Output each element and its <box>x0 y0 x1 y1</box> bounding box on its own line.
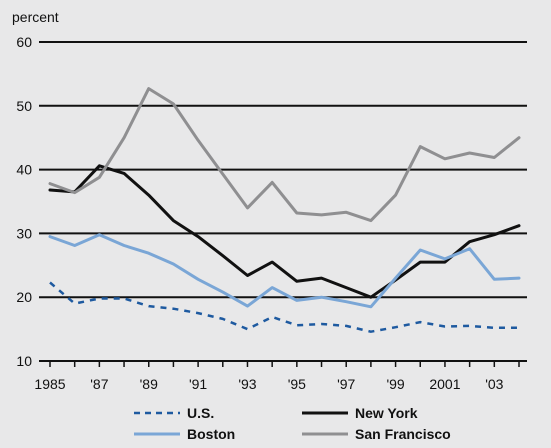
y-tick-label: 60 <box>16 34 32 50</box>
series-lines <box>48 87 521 333</box>
legend: U.S. New York Boston San Francisco <box>134 405 451 442</box>
x-tick-label: 1985 <box>34 376 65 392</box>
x-tick-label: '95 <box>288 376 306 392</box>
y-tick-label: 30 <box>16 225 32 241</box>
y-tick-label: 20 <box>16 289 32 305</box>
series-line-u-s <box>49 281 519 333</box>
x-tick-label: 2001 <box>429 376 460 392</box>
series-line-san-francisco <box>48 87 521 223</box>
y-tick-label: 50 <box>16 98 32 114</box>
series-line-boston <box>48 233 521 309</box>
x-axis: 1985 '87 '89 '91 '93 '95 '97 '99 2001 '03 <box>34 361 520 392</box>
y-axis-label: percent <box>12 9 59 25</box>
legend-label: San Francisco <box>355 426 451 442</box>
series-line-new-york <box>48 164 521 299</box>
y-tick-label: 10 <box>16 353 32 369</box>
x-tick-label: '03 <box>485 376 503 392</box>
x-tick-label: '91 <box>189 376 207 392</box>
y-axis-ticks: 10 20 30 40 50 60 <box>16 34 32 369</box>
y-tick-label: 40 <box>16 162 32 178</box>
x-tick-label: '97 <box>337 376 355 392</box>
legend-label: U.S. <box>187 405 214 421</box>
x-tick-label: '89 <box>140 376 158 392</box>
x-tick-label: '87 <box>90 376 108 392</box>
legend-label: Boston <box>187 426 235 442</box>
legend-label: New York <box>355 405 418 421</box>
gridlines <box>39 41 527 362</box>
x-tick-label: '99 <box>386 376 404 392</box>
x-tick-label: '93 <box>238 376 256 392</box>
